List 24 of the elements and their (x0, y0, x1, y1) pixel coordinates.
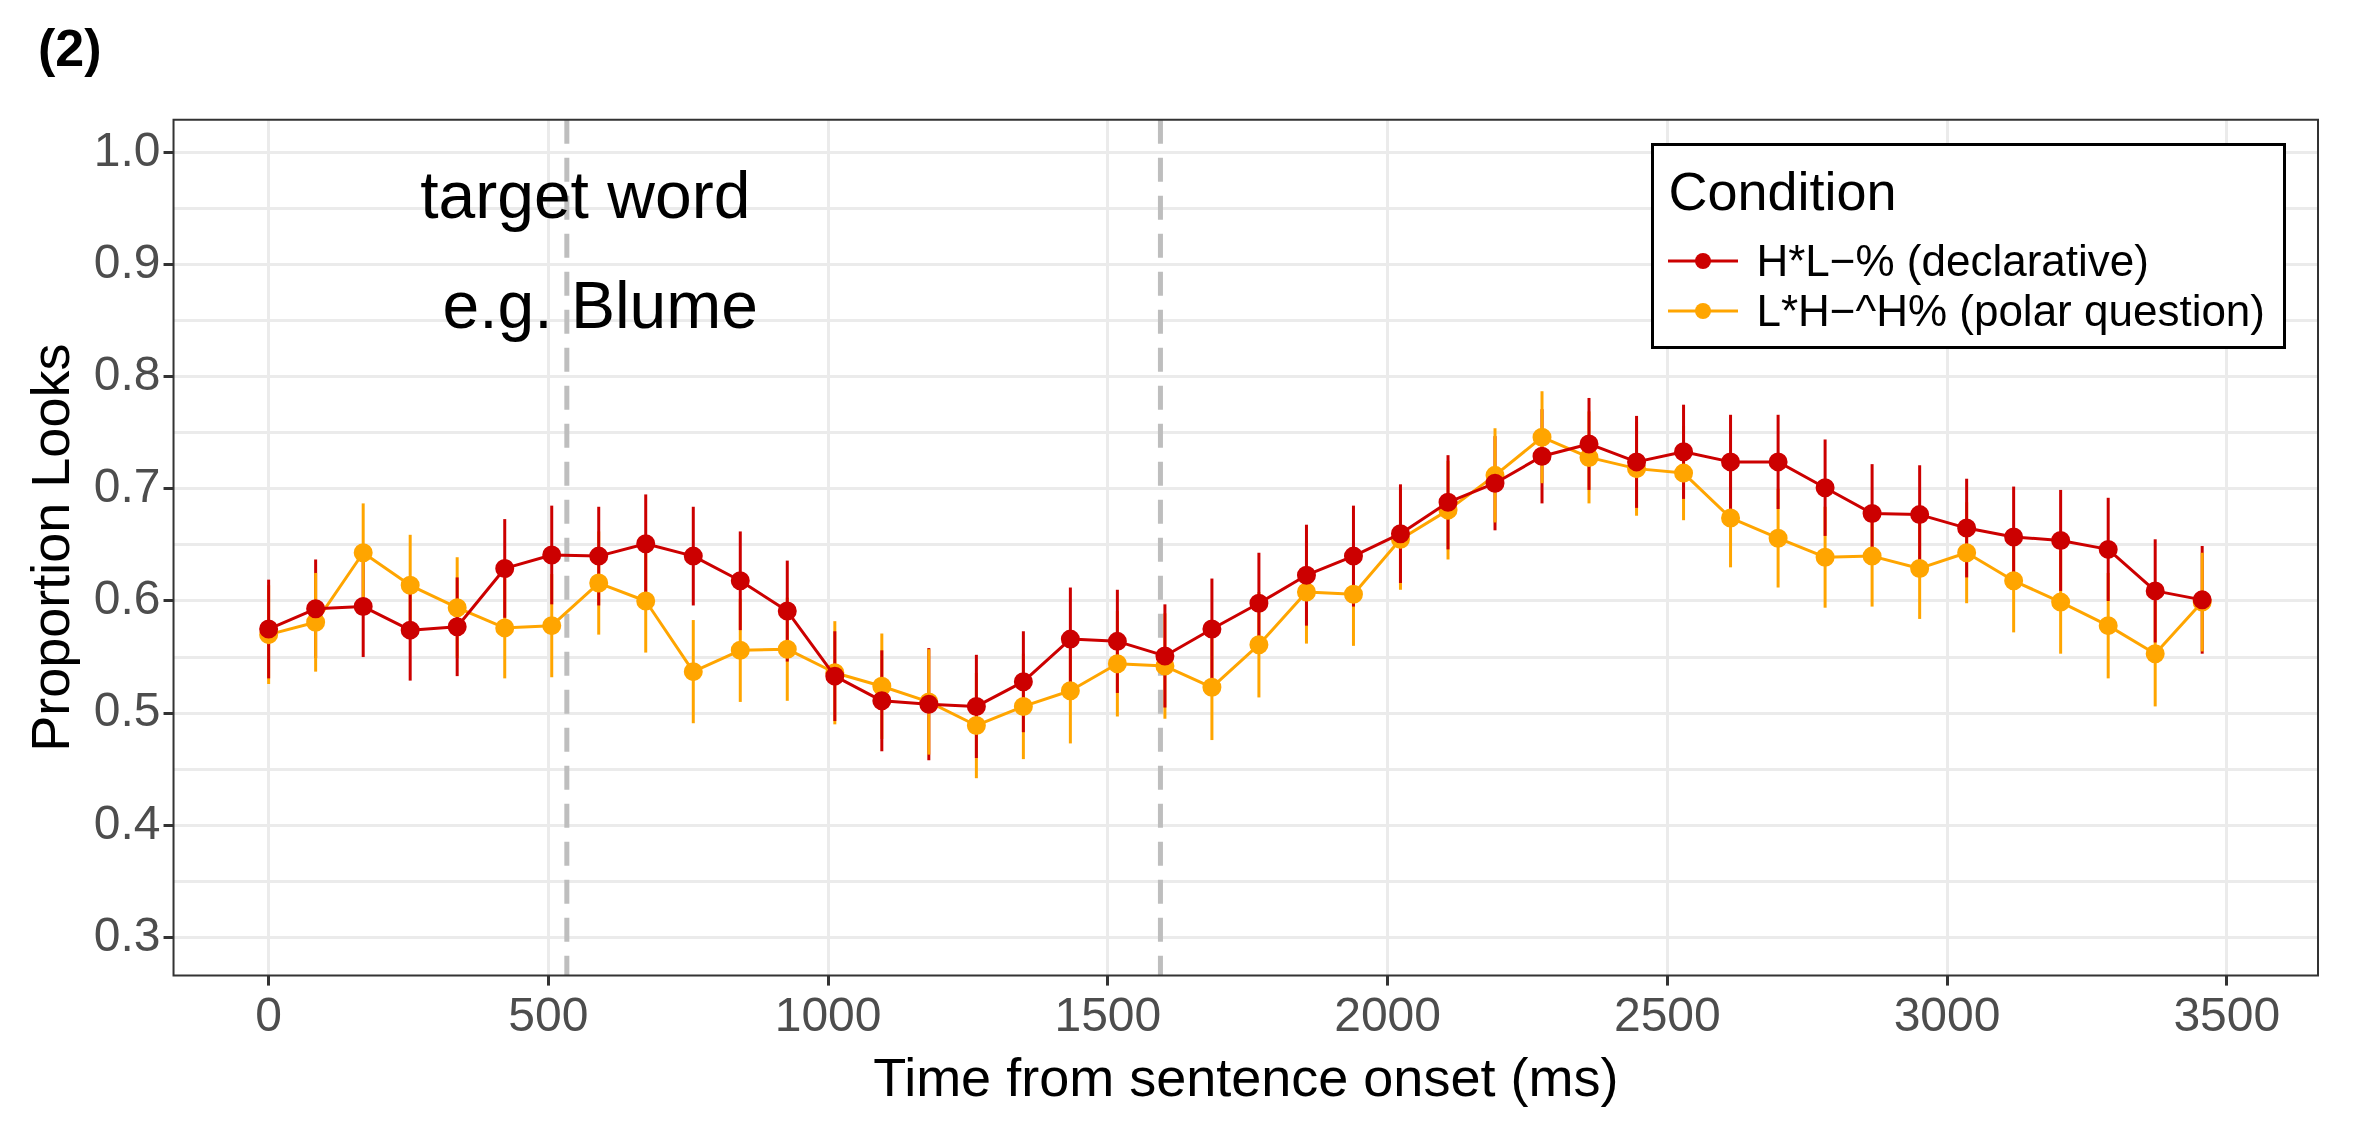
y-tick-label: 0.3 (93, 907, 161, 961)
y-tick-label: 0.5 (93, 683, 161, 737)
y-axis-title: Proportion Looks (20, 343, 81, 752)
annotation: target word (420, 158, 751, 232)
y-tick-label: 0.6 (93, 571, 161, 625)
x-tick-label: 500 (508, 987, 589, 1041)
y-tick-label: 0.8 (93, 346, 161, 400)
y-tick-label: 1.0 (93, 122, 161, 176)
x-tick-label: 3000 (1893, 987, 2001, 1041)
x-tick-label: 2000 (1334, 987, 1441, 1041)
annotation: e.g. Blume (442, 268, 759, 342)
y-tick-label: 0.7 (93, 459, 161, 513)
chart-title: (2) (37, 18, 103, 79)
y-tick-label: 0.4 (93, 795, 161, 849)
x-tick-label: 1500 (1054, 987, 1162, 1041)
x-tick-label: 2500 (1613, 987, 1721, 1041)
x-tick-label: 0 (255, 987, 282, 1041)
y-tick-label: 0.9 (93, 234, 161, 288)
x-tick-label: 1000 (774, 987, 882, 1041)
legend-title: Condition (1668, 160, 1898, 222)
legend-label: H*L−% (declarative) (1756, 236, 2149, 286)
x-tick-label: 3500 (2173, 987, 2281, 1041)
legend-label: L*H−^H% (polar question) (1756, 286, 2265, 336)
x-axis-title: Time from sentence onset (ms) (873, 1047, 1619, 1108)
